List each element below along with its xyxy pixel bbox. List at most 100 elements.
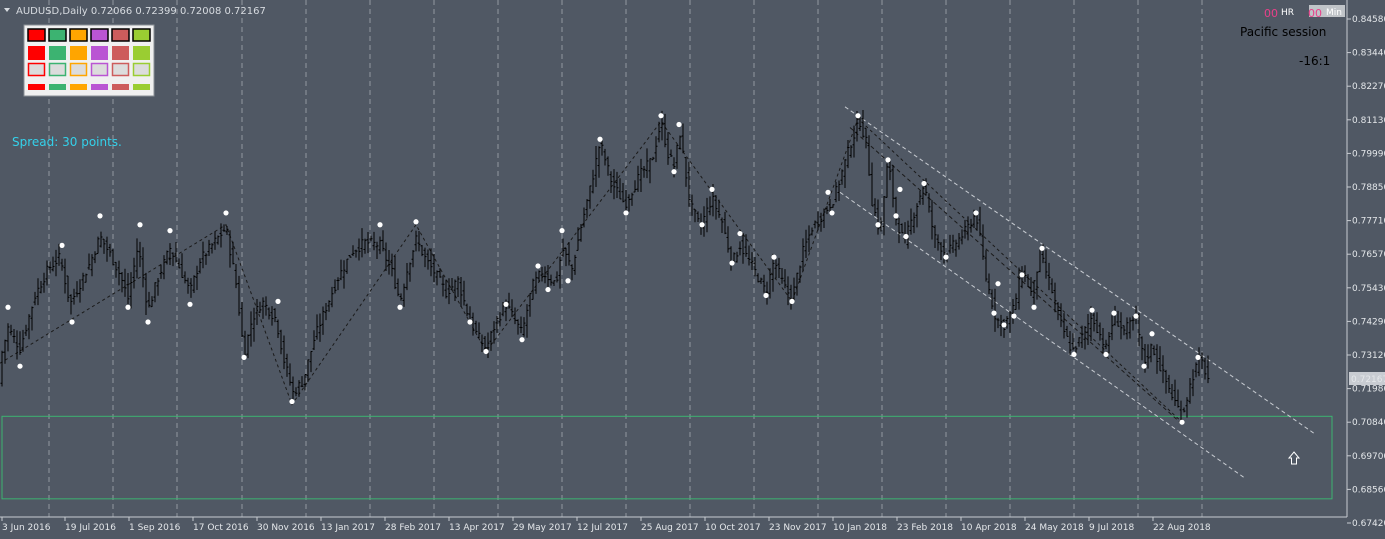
palette-swatch-hollow[interactable] [48, 62, 67, 77]
time-tick-label: 10 Oct 2017 [705, 523, 761, 533]
pivot-point [5, 304, 11, 310]
palette-swatch-outlined[interactable] [90, 28, 109, 42]
palette-swatch-outlined[interactable] [27, 28, 46, 42]
session-ratio: -16:1 [1299, 54, 1330, 68]
pivot-point [275, 298, 281, 304]
pivot-point [671, 169, 677, 175]
pivot-point [973, 210, 979, 216]
pivot-point [519, 337, 525, 343]
pivot-point [995, 281, 1001, 287]
pivot-point [545, 286, 551, 293]
pivot-point [137, 222, 143, 228]
pivot-point [763, 292, 769, 299]
time-tick-label: 1 Sep 2016 [129, 523, 181, 533]
pivot-point [771, 254, 777, 260]
pivot-point [1195, 354, 1201, 360]
pivot-point [737, 230, 743, 237]
pivot-point [289, 398, 295, 405]
palette-swatch-outlined[interactable] [69, 28, 88, 42]
minute-counter: 00 [1308, 7, 1322, 20]
pivot-point [397, 304, 403, 310]
pivot-point [97, 213, 103, 219]
color-palette [23, 24, 155, 97]
minute-label: Min [1326, 8, 1342, 18]
ohlc-bars [0, 109, 1210, 425]
palette-swatch-hollow[interactable] [132, 62, 151, 77]
pivot-point [623, 210, 629, 216]
pivot-point [875, 222, 881, 228]
channel-line [844, 106, 1316, 435]
palette-swatch-hollow[interactable] [111, 62, 130, 77]
time-tick-label: 13 Apr 2017 [449, 523, 505, 533]
palette-swatch-outlined[interactable] [48, 28, 67, 42]
pivot-point [1071, 351, 1077, 358]
palette-swatch[interactable] [91, 46, 108, 60]
chevron-down-icon[interactable] [4, 8, 10, 12]
arrow-up-icon[interactable] [1287, 451, 1301, 465]
palette-swatch-hollow[interactable] [27, 62, 46, 77]
time-tick-label: 3 Jun 2016 [2, 523, 51, 533]
spread-label: Spread: 30 points. [12, 135, 122, 149]
palette-swatch-hollow[interactable] [69, 62, 88, 77]
pivot-point [187, 301, 193, 307]
palette-swatch[interactable] [133, 46, 150, 60]
pivot-point [921, 180, 927, 187]
hour-label: HR [1281, 8, 1294, 18]
channel-line [849, 127, 1181, 423]
time-tick-label: 10 Jan 2018 [833, 523, 887, 533]
time-tick-label: 25 Aug 2017 [641, 523, 699, 533]
palette-swatch[interactable] [49, 46, 66, 60]
pivot-point [829, 210, 835, 216]
pivot-point [789, 298, 795, 304]
palette-swatch-thin[interactable] [91, 84, 108, 90]
pivot-point [17, 363, 23, 369]
palette-swatch[interactable] [28, 46, 45, 60]
palette-swatch-outlined[interactable] [132, 28, 151, 42]
palette-swatch-thin[interactable] [133, 84, 150, 90]
pivot-point [897, 186, 903, 192]
palette-swatch[interactable] [112, 46, 129, 60]
palette-swatch-thin[interactable] [28, 84, 45, 90]
chart-header: AUDUSD,Daily 0.72066 0.72399 0.72008 0.7… [4, 6, 266, 149]
pivot-point [1089, 307, 1095, 313]
palette-swatch-hollow[interactable] [90, 62, 109, 77]
pivot-point [559, 228, 565, 234]
pivot-point [903, 233, 909, 240]
time-tick-label: 30 Nov 2016 [257, 523, 315, 533]
time-tick-label: 22 Aug 2018 [1153, 523, 1211, 533]
palette-cells[interactable] [27, 28, 151, 90]
pivot-point [59, 242, 65, 248]
time-tick-label: 23 Nov 2017 [769, 523, 827, 533]
palette-swatch-thin[interactable] [112, 84, 129, 90]
symbol-line: AUDUSD,Daily 0.72066 0.72399 0.72008 0.7… [16, 6, 266, 17]
palette-swatch[interactable] [70, 46, 87, 60]
pivot-point [125, 304, 131, 310]
palette-swatch-thin[interactable] [49, 84, 66, 90]
last-price-marker: 0.72167 [1349, 372, 1385, 385]
pivot-point [503, 301, 509, 307]
pivot-point [413, 219, 419, 225]
pivot-point [1031, 304, 1037, 310]
minute-box [1309, 5, 1345, 17]
time-tick-label: 9 Jul 2018 [1089, 523, 1134, 533]
pivot-point [535, 263, 541, 269]
palette-swatch-thin[interactable] [70, 84, 87, 90]
time-tick-label: 28 Feb 2017 [385, 523, 441, 533]
palette-swatch-outlined[interactable] [111, 28, 130, 42]
last-price-box [1349, 372, 1385, 385]
pivot-point [1001, 322, 1007, 328]
pivot-point [825, 189, 831, 195]
